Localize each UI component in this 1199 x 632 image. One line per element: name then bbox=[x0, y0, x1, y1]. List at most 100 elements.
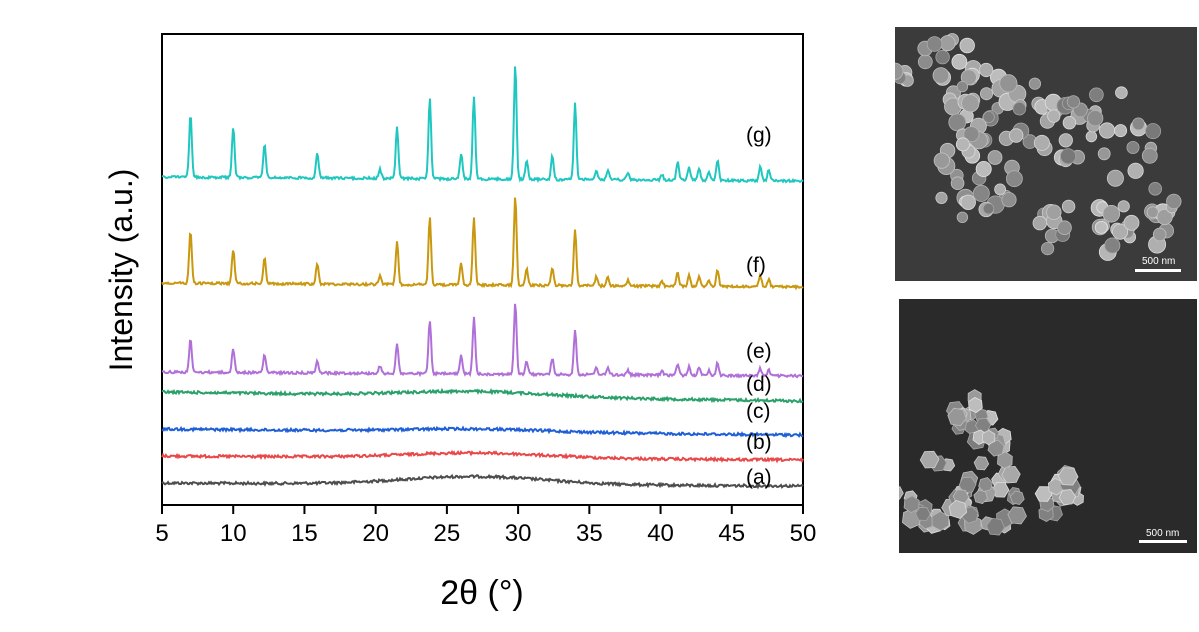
sem-particle bbox=[1089, 87, 1104, 103]
sem-particle bbox=[973, 456, 990, 471]
series-line-b bbox=[161, 449, 804, 464]
x-tick-label: 5 bbox=[155, 520, 168, 547]
sem-particle bbox=[1006, 170, 1023, 188]
xrd-chart: (a)(b)(c)(d)(e)(f)(g) 5 10 15 20 25 30 35 40 45 5… bbox=[103, 33, 816, 612]
sem-particle bbox=[997, 451, 1013, 469]
sem-particle bbox=[951, 53, 968, 70]
x-tick-label: 15 bbox=[291, 520, 318, 547]
sem-image-bottom: 500 nm bbox=[899, 299, 1197, 553]
x-tick-label: 20 bbox=[362, 520, 389, 547]
sem-particle bbox=[1007, 506, 1027, 525]
sem-particle bbox=[1115, 86, 1128, 99]
sem-particle bbox=[947, 407, 967, 427]
sem-particle bbox=[919, 450, 940, 469]
sem-particle bbox=[950, 176, 965, 191]
sem-particle bbox=[972, 184, 990, 202]
sem-particle bbox=[1061, 199, 1076, 214]
sem-particle bbox=[1131, 117, 1145, 131]
scale-bar bbox=[1135, 269, 1181, 272]
sem-particle bbox=[1032, 215, 1048, 231]
sem-particle bbox=[948, 499, 968, 519]
sem-particles-top bbox=[895, 27, 1197, 281]
sem-particle bbox=[987, 150, 1003, 165]
series-line-g bbox=[161, 66, 804, 184]
sem-particle bbox=[1127, 162, 1144, 179]
sem-particle bbox=[1057, 467, 1079, 486]
series-layer bbox=[161, 66, 804, 490]
series-label-e: (e) bbox=[746, 340, 772, 363]
sem-particle bbox=[1098, 122, 1116, 139]
sem-particle bbox=[935, 191, 948, 204]
sem-particle bbox=[1114, 124, 1128, 138]
sem-particle bbox=[1146, 206, 1159, 219]
x-tick-label: 30 bbox=[505, 520, 532, 547]
sem-particle bbox=[1008, 128, 1024, 143]
series-label-f: (f) bbox=[746, 254, 766, 277]
x-tick-label: 35 bbox=[576, 520, 603, 547]
sem-particle bbox=[1033, 134, 1050, 151]
sem-particle bbox=[1097, 147, 1111, 161]
sem-particle bbox=[1087, 110, 1104, 127]
sem-particle bbox=[956, 80, 969, 93]
sem-particle bbox=[895, 62, 904, 80]
sem-particle bbox=[1047, 109, 1061, 123]
sem-particle bbox=[903, 495, 920, 514]
plot-frame bbox=[161, 33, 804, 506]
sem-particle bbox=[968, 396, 983, 413]
series-line-c bbox=[161, 425, 804, 439]
sem-particle bbox=[982, 111, 995, 124]
sem-particle bbox=[1041, 242, 1055, 256]
sem-particle bbox=[917, 54, 933, 70]
sem-particle bbox=[1145, 123, 1162, 140]
sem-particle bbox=[1034, 486, 1053, 502]
sem-particle bbox=[963, 126, 980, 143]
scale-bar bbox=[1139, 540, 1187, 543]
sem-particle bbox=[1141, 147, 1158, 164]
sem-particle bbox=[1117, 200, 1130, 213]
sem-particle bbox=[1057, 220, 1072, 236]
sem-particle bbox=[948, 113, 967, 132]
x-tick-label: 50 bbox=[790, 520, 817, 547]
sem-particle bbox=[960, 69, 977, 86]
series-label-g: (g) bbox=[746, 124, 772, 147]
sem-particle bbox=[1028, 77, 1041, 90]
sem-particle bbox=[1060, 148, 1077, 165]
sem-particle bbox=[1085, 130, 1098, 143]
sem-particle bbox=[956, 211, 969, 224]
x-ticks: 5 10 15 20 25 30 35 40 45 50 bbox=[155, 505, 816, 547]
sem-particle bbox=[1102, 205, 1121, 223]
sem-particle bbox=[1058, 489, 1077, 506]
sem-particle bbox=[1009, 490, 1025, 505]
sem-particle bbox=[1104, 237, 1121, 254]
sem-particle bbox=[980, 87, 994, 101]
sem-particle bbox=[926, 36, 943, 52]
sem-particle bbox=[981, 429, 996, 446]
series-line-f bbox=[161, 197, 804, 291]
sem-particle bbox=[932, 67, 950, 84]
sem-particle bbox=[1166, 193, 1182, 210]
series-label-c: (c) bbox=[746, 400, 771, 423]
x-tick-label: 25 bbox=[434, 520, 461, 547]
sem-particle bbox=[1156, 208, 1173, 225]
series-label-d: (d) bbox=[746, 373, 772, 396]
series-line-a bbox=[161, 473, 804, 490]
sem-particle bbox=[1012, 101, 1027, 116]
sem-particle bbox=[973, 489, 988, 505]
sem-particle bbox=[1062, 115, 1077, 130]
sem-particle bbox=[994, 183, 1006, 196]
sem-particle bbox=[1058, 133, 1073, 148]
series-label-a: (a) bbox=[746, 466, 772, 489]
sem-particle bbox=[1152, 227, 1167, 242]
series-label-b: (b) bbox=[746, 431, 772, 454]
sem-particle bbox=[915, 506, 931, 521]
sem-image-top: 500 nm bbox=[895, 27, 1197, 281]
sem-particle bbox=[958, 476, 977, 494]
sem-particle bbox=[1094, 220, 1108, 234]
sem-particle bbox=[931, 510, 950, 531]
sem-particle bbox=[975, 160, 992, 177]
sem-particle bbox=[939, 35, 956, 52]
series-label-layer: (a) (b) (c) (d) (e) (f) (g) bbox=[746, 124, 772, 489]
x-axis-label: 2θ (°) bbox=[440, 574, 524, 612]
sem-particle bbox=[1123, 214, 1140, 231]
sem-particle bbox=[955, 137, 970, 152]
